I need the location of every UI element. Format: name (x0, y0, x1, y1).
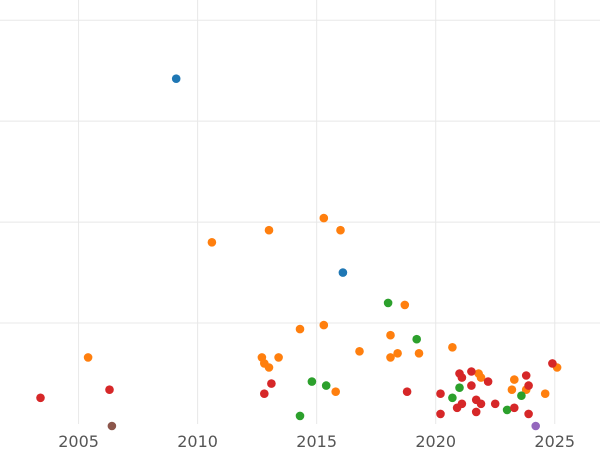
data-point-orange-4 (264, 363, 274, 372)
data-point-orange-5 (264, 225, 274, 235)
data-point-red-10 (457, 399, 467, 409)
data-point-green-5 (448, 393, 457, 403)
x-tick-label-4: 2025 (534, 432, 575, 450)
data-point-red-20 (524, 409, 533, 419)
data-point-red-17 (490, 399, 500, 409)
data-point-orange-0 (83, 353, 93, 362)
data-point-orange-22 (510, 375, 519, 384)
data-point-green-4 (412, 334, 422, 344)
data-point-blue-0 (171, 74, 181, 83)
data-point-orange-13 (386, 353, 395, 362)
data-point-orange-8 (319, 213, 329, 223)
data-point-red-6 (436, 409, 445, 419)
data-point-red-18 (510, 403, 519, 413)
data-point-red-4 (402, 387, 412, 397)
data-points (36, 74, 562, 431)
data-point-orange-10 (331, 387, 341, 397)
data-point-orange-17 (414, 349, 424, 358)
data-point-green-7 (502, 405, 512, 415)
data-point-red-22 (548, 359, 557, 368)
data-point-red-16 (483, 377, 493, 386)
data-point-green-1 (307, 377, 317, 386)
data-point-red-12 (467, 381, 476, 390)
data-point-orange-12 (355, 347, 364, 356)
data-point-red-11 (467, 367, 476, 376)
data-point-orange-7 (295, 324, 305, 334)
data-point-red-5 (436, 389, 445, 399)
data-point-red-1 (105, 385, 114, 395)
data-point-orange-9 (319, 320, 329, 330)
data-point-purple-0 (531, 421, 540, 431)
x-tick-label-0: 2005 (58, 432, 99, 450)
data-point-red-19 (521, 371, 531, 380)
data-point-red-3 (267, 379, 276, 388)
data-point-red-15 (476, 399, 486, 409)
data-point-orange-20 (476, 373, 486, 382)
data-point-orange-14 (386, 330, 395, 340)
data-point-green-6 (455, 383, 464, 393)
data-point-green-8 (517, 391, 526, 401)
data-point-orange-11 (336, 225, 345, 235)
data-point-orange-1 (207, 238, 217, 247)
x-tick-label-1: 2010 (177, 432, 218, 450)
data-point-red-0 (36, 393, 45, 403)
data-point-brown-0 (107, 421, 117, 431)
x-axis-ticks: 2005 2010 2015 2020 2025 (58, 432, 575, 450)
x-tick-label-2: 2015 (296, 432, 337, 450)
data-point-orange-16 (400, 300, 410, 310)
data-point-red-21 (524, 381, 533, 390)
data-point-blue-1 (338, 268, 348, 277)
data-point-orange-18 (448, 343, 457, 352)
data-point-orange-15 (393, 349, 402, 358)
data-point-green-3 (383, 298, 393, 308)
x-tick-label-3: 2020 (415, 432, 456, 450)
data-point-green-0 (295, 411, 305, 421)
data-point-orange-6 (274, 353, 283, 362)
data-point-red-9 (457, 373, 467, 382)
data-point-orange-24 (540, 389, 550, 399)
data-point-red-14 (471, 407, 481, 417)
grid-lines (0, 0, 600, 424)
data-point-red-2 (260, 389, 269, 399)
data-point-green-2 (321, 381, 331, 390)
data-point-orange-21 (507, 385, 517, 395)
